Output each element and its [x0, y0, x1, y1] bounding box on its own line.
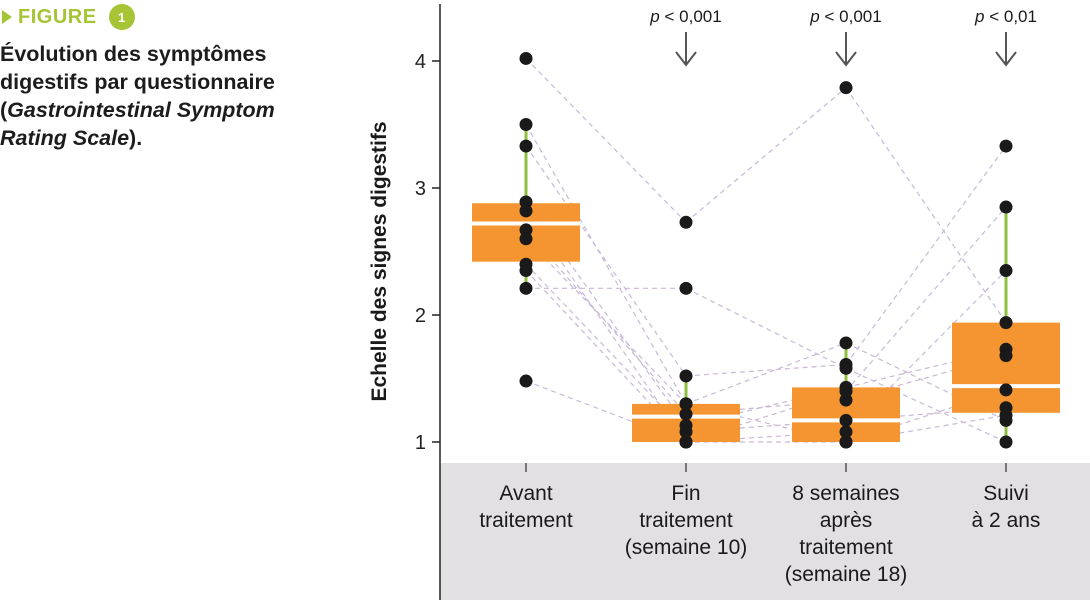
caption-italic: Gastrointestinal Symptom Rating Scale	[0, 98, 275, 150]
figure-caption: Évolution des symptômes digestifs par qu…	[0, 40, 345, 152]
x-category-label: Avant traitement	[479, 482, 573, 532]
data-point	[679, 435, 693, 449]
significance-label: p < 0,01	[974, 7, 1037, 26]
data-point	[679, 425, 693, 439]
p-symbol: p	[809, 7, 819, 26]
data-point	[519, 51, 533, 65]
subject-line	[845, 367, 1007, 443]
subject-line	[525, 238, 687, 405]
data-point	[839, 393, 853, 407]
y-tick-label: 2	[415, 305, 426, 327]
data-point	[519, 264, 533, 278]
data-point	[519, 139, 533, 153]
subject-line	[685, 87, 847, 223]
play-arrow-icon	[2, 10, 12, 24]
x-category-line: à 2 ans	[972, 509, 1041, 532]
subject-line	[525, 380, 687, 443]
x-category-line: traitement	[639, 509, 733, 532]
data-point	[519, 195, 533, 209]
data-point	[839, 425, 853, 439]
subject-line	[525, 145, 687, 377]
x-category-line: Avant	[499, 482, 552, 505]
data-point	[839, 435, 853, 449]
data-point	[519, 281, 533, 295]
y-tick-label: 1	[415, 432, 426, 454]
data-point	[519, 374, 533, 388]
down-arrow-icon	[675, 32, 697, 67]
x-category-label: Suivi à 2 ans	[972, 482, 1041, 532]
x-category-label: 8 semaines après traitement (semaine 18)	[785, 482, 908, 586]
p-value: < 0,001	[660, 7, 722, 26]
data-point	[999, 408, 1013, 422]
data-point	[999, 264, 1013, 278]
x-category-line: Suivi	[983, 482, 1029, 505]
data-point	[999, 435, 1013, 449]
data-point	[999, 383, 1013, 397]
data-point	[679, 215, 693, 229]
box	[952, 322, 1060, 413]
data-point	[679, 281, 693, 295]
y-axis-label: Echelle des signes digestifs	[368, 121, 391, 401]
subject-line	[525, 124, 687, 405]
subject-line	[685, 287, 847, 369]
figure-label: FIGURE	[18, 5, 97, 28]
data-point	[679, 397, 693, 411]
y-tick-label: 4	[415, 51, 426, 73]
data-point	[999, 349, 1013, 363]
caption-start: Évolution des symptômes digestifs par qu…	[0, 42, 275, 122]
subject-line	[845, 145, 1007, 365]
x-category-line: 8 semaines	[792, 482, 899, 505]
figure-header: FIGURE 1	[0, 2, 135, 32]
x-category-line: (semaine 18)	[785, 563, 908, 586]
p-symbol: p	[974, 7, 984, 26]
subject-line	[525, 58, 687, 223]
p-value: < 0,01	[985, 7, 1037, 26]
subject-line	[525, 270, 687, 443]
x-category-line: (semaine 10)	[625, 536, 748, 559]
p-value: < 0,001	[820, 7, 882, 26]
subject-line	[845, 206, 1007, 392]
data-point	[839, 336, 853, 350]
data-point	[679, 369, 693, 383]
data-point	[519, 204, 533, 218]
category-band	[440, 463, 1090, 600]
down-arrow-icon	[995, 32, 1017, 67]
down-arrow-icon	[835, 32, 857, 67]
data-point	[999, 316, 1013, 330]
figure-number-badge: 1	[108, 4, 135, 30]
data-point	[839, 413, 853, 427]
data-point	[999, 200, 1013, 214]
data-point	[679, 407, 693, 421]
x-category-line: Fin	[671, 482, 700, 505]
y-tick-label: 3	[415, 178, 426, 200]
x-category-line: après	[820, 509, 873, 532]
significance-label: p < 0,001	[809, 7, 881, 26]
data-point	[839, 384, 853, 398]
data-point	[519, 118, 533, 131]
significance-label: p < 0,001	[649, 7, 721, 26]
x-category-line: traitement	[479, 509, 573, 532]
data-point	[519, 232, 533, 246]
data-point	[999, 139, 1013, 153]
p-symbol: p	[649, 7, 659, 26]
x-category-line: traitement	[799, 536, 893, 559]
data-point	[519, 223, 533, 237]
subject-line	[685, 363, 847, 377]
subject-line	[845, 87, 1007, 323]
caption-end: ).	[129, 126, 143, 150]
data-point	[839, 81, 853, 95]
subject-line	[685, 342, 847, 405]
data-point	[839, 361, 853, 375]
x-category-label: Fin traitement (semaine 10)	[625, 482, 748, 559]
